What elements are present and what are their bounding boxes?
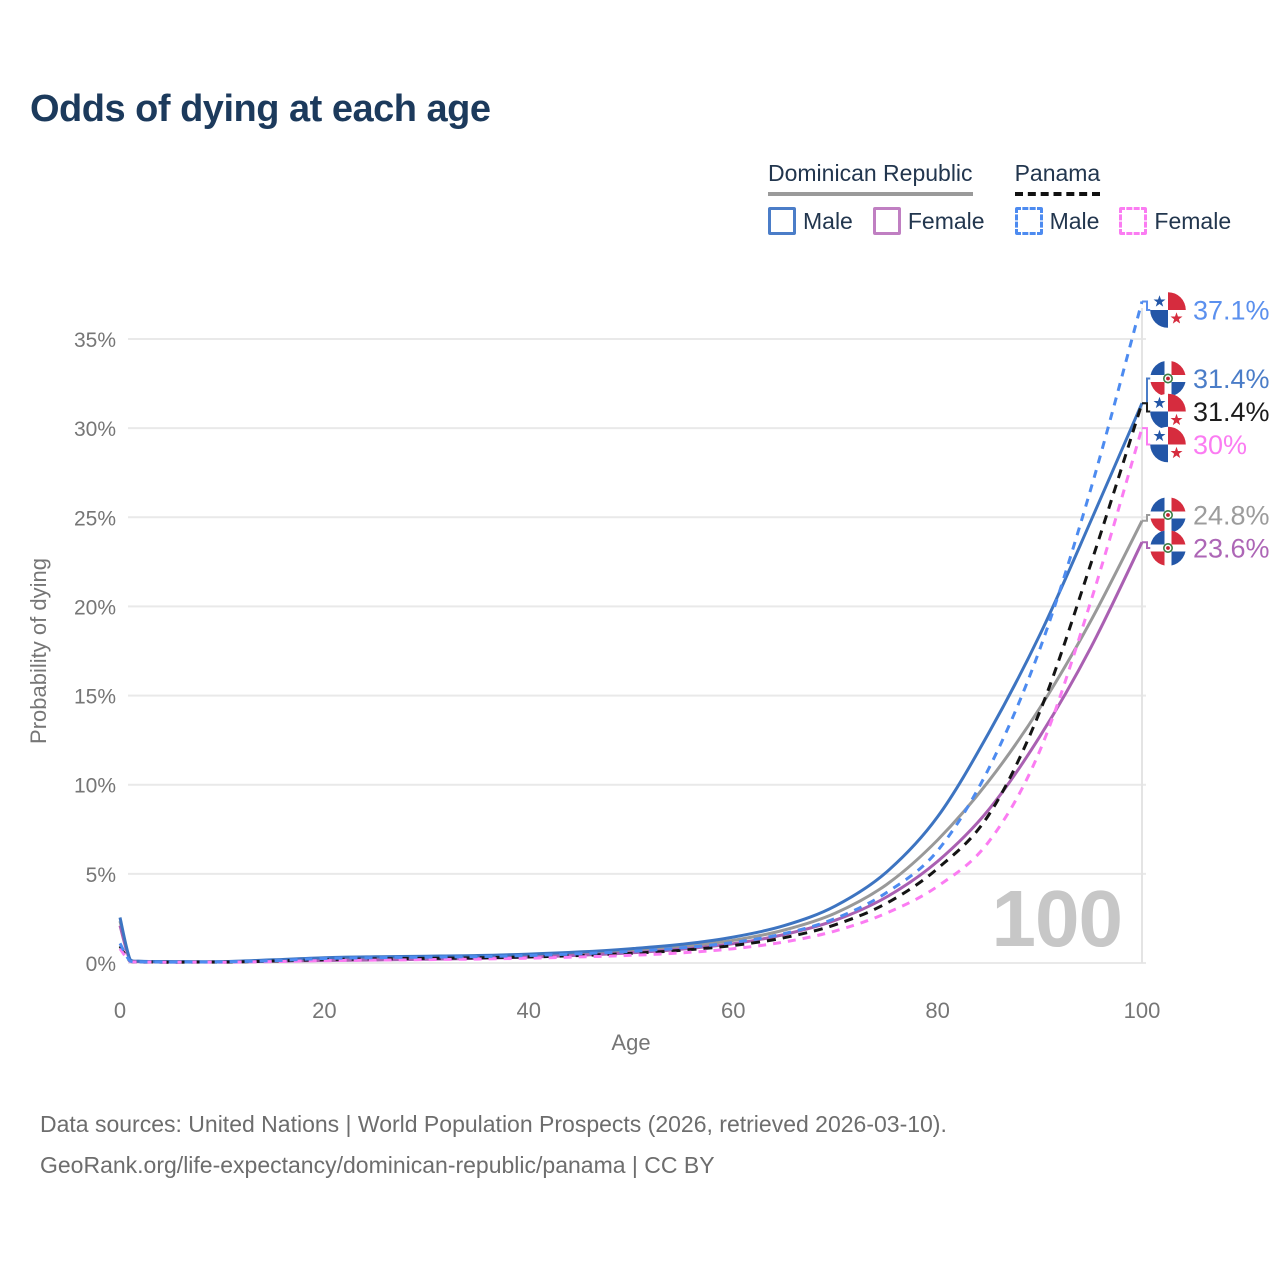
y-tick-label: 30% — [74, 418, 116, 441]
end-label-dr_male: 31.4% — [1142, 360, 1270, 405]
legend-group-panama: Panama Male Female — [1014, 160, 1231, 235]
dominican-republic-flag-icon — [1150, 360, 1186, 397]
end-label-value: 31.4% — [1193, 397, 1270, 427]
series-line-pa_male[interactable] — [118, 301, 1144, 964]
series-lines — [118, 301, 1144, 964]
legend-header-panama: Panama — [1014, 160, 1101, 196]
series-line-dr_male[interactable] — [118, 402, 1144, 964]
legend-item-label: Male — [803, 207, 853, 234]
y-tick-label: 10% — [74, 775, 116, 798]
legend-item-pa-male[interactable]: Male — [1014, 207, 1100, 235]
legend-item-dr-female[interactable]: Female — [872, 207, 985, 235]
legend-item-label: Female — [1154, 207, 1232, 234]
end-label-value: 37.1% — [1193, 296, 1270, 326]
series-line-dr_female[interactable] — [118, 541, 1144, 964]
dr-male-swatch-icon — [768, 207, 796, 235]
end-label-dr_total: 24.8% — [1142, 497, 1270, 533]
dr-female-swatch-icon — [872, 207, 901, 235]
end-label-value: 31.4% — [1193, 364, 1270, 394]
x-tick-label: 40 — [517, 998, 541, 1023]
footer-attribution: GeoRank.org/life-expectancy/dominican-re… — [40, 1152, 715, 1178]
end-label-dr_female: 23.6% — [1142, 530, 1270, 566]
pa-female-swatch-icon — [1119, 207, 1148, 235]
y-tick-label: 0% — [86, 953, 116, 976]
dominican-republic-flag-icon — [1150, 497, 1186, 533]
legend-item-dr-male[interactable]: Male — [768, 207, 853, 235]
panama-flag-icon — [1150, 393, 1186, 430]
y-tick-label: 15% — [74, 686, 116, 709]
legend-header-label: Dominican Republic — [768, 160, 973, 196]
end-label-value: 24.8% — [1193, 501, 1270, 531]
y-tick-label: 20% — [74, 596, 116, 619]
legend: Dominican Republic Male Female Panama — [768, 160, 1231, 235]
y-tick-label: 35% — [74, 329, 116, 352]
legend-item-pa-female[interactable]: Female — [1119, 207, 1231, 235]
x-axis-title: Age — [611, 1030, 650, 1055]
end-label-pa_male: 37.1% — [1142, 292, 1270, 328]
x-tick-label: 60 — [721, 998, 745, 1023]
end-labels: 37.1%31.4%31.4%30%24.8%23.6% — [1142, 292, 1270, 566]
y-tick-label: 25% — [74, 507, 116, 530]
footer: Data sources: United Nations | World Pop… — [40, 1104, 947, 1186]
gridlines: 0% 5% 10% 15% 20% 25% 30% 35% — [74, 329, 1146, 976]
legend-header-dominican-republic: Dominican Republic — [768, 160, 973, 196]
legend-item-label: Male — [1049, 207, 1100, 234]
x-tick-label: 20 — [312, 998, 336, 1023]
dominican-republic-flag-icon — [1150, 530, 1186, 566]
end-label-pa_total: 31.4% — [1142, 393, 1270, 430]
series-line-dr_total[interactable] — [118, 520, 1144, 964]
x-tick-label: 0 — [114, 998, 126, 1023]
legend-item-label: Female — [907, 207, 985, 234]
y-tick-label: 5% — [86, 864, 116, 887]
x-tick-label: 80 — [925, 998, 949, 1023]
legend-group-dominican-republic: Dominican Republic Male Female — [768, 160, 985, 235]
hover-age-watermark: 100 — [992, 874, 1122, 963]
end-label-value: 23.6% — [1193, 534, 1270, 564]
x-tick-label: 100 — [1124, 998, 1161, 1023]
panama-flag-icon — [1150, 426, 1186, 463]
footer-data-sources: Data sources: United Nations | World Pop… — [40, 1111, 947, 1137]
legend-header-label: Panama — [1014, 160, 1101, 196]
pa-male-swatch-icon — [1014, 207, 1043, 235]
series-line-pa_total[interactable] — [118, 402, 1144, 964]
end-label-value: 30% — [1193, 430, 1247, 460]
y-axis-title: Probability of dying — [26, 558, 51, 744]
page-title: Odds of dying at each age — [30, 88, 491, 130]
end-label-pa_female: 30% — [1142, 426, 1247, 463]
panama-flag-icon — [1150, 292, 1186, 328]
